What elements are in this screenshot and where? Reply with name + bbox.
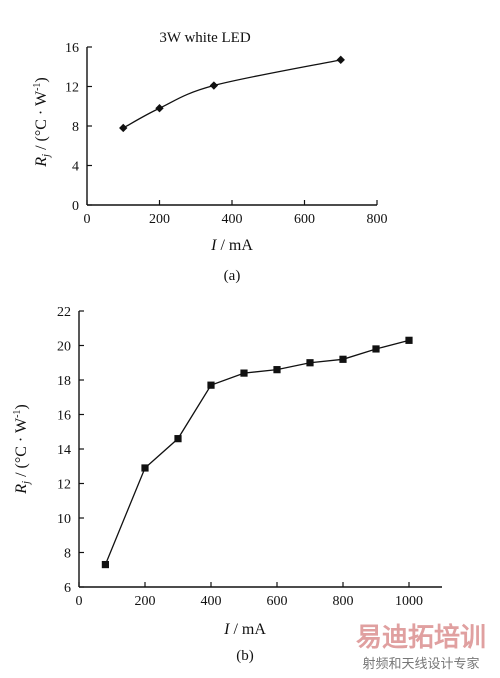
chart-b-x-tick-label: 1000 [395, 594, 423, 609]
chart-a-data-point [119, 123, 128, 133]
chart-a-series [119, 55, 345, 133]
chart-b-y-tick-label: 22 [57, 305, 71, 320]
chart-b-caption: (b) [236, 648, 254, 664]
chart-a-data-point [209, 81, 219, 90]
chart-b-y-tick-label: 12 [57, 478, 71, 493]
chart-a-y-tick-label: 8 [72, 120, 79, 135]
chart-b-y-tick-label: 6 [64, 581, 71, 596]
chart-a-y-tick-label: 12 [65, 81, 79, 96]
chart-b-y-tick-label: 18 [57, 374, 71, 389]
chart-b-x-tick-label: 600 [267, 594, 288, 609]
chart-panel-b: 0 200 400 600 800 1000 6 8 10 12 14 16 18 20 22 I / mA… [12, 305, 442, 664]
watermark: 易迪拓培训 射频和天线设计专家 [356, 623, 486, 672]
chart-a-data-point [155, 104, 164, 113]
chart-a-title: 3W white LED [159, 30, 251, 46]
chart-b-data-point [101, 560, 109, 569]
chart-b-data-point [141, 464, 149, 472]
chart-a-axes: 0 200 400 600 800 0 4 8 12 16 [65, 41, 388, 227]
chart-a-series-line [122, 59, 341, 129]
chart-b-data-point [240, 369, 248, 377]
chart-a-caption: (a) [224, 268, 241, 284]
chart-a-x-tick-label: 0 [84, 212, 91, 227]
chart-a-x-tick-label: 400 [222, 212, 243, 227]
chart-b-x-tick-label: 200 [135, 594, 156, 609]
chart-b-y-tick-label: 14 [57, 443, 71, 458]
chart-a-y-tick-label: 4 [72, 160, 79, 175]
chart-panel-a: 3W white LED 0 200 400 600 800 0 4 8 12 16 I / mA… [32, 30, 388, 284]
chart-b-xlabel: I / mA [223, 621, 266, 638]
chart-b-data-point [174, 435, 182, 443]
chart-b-data-point [306, 359, 314, 367]
chart-b-data-point [207, 381, 215, 389]
chart-b-data-point [339, 355, 347, 363]
chart-a-xlabel: I / mA [210, 237, 253, 254]
chart-a-y-tick-label: 0 [72, 199, 79, 214]
chart-a-x-tick-label: 600 [294, 212, 315, 227]
chart-b-ylabel: Rj / (°C · W-1) [12, 404, 32, 495]
chart-b-y-tick-label: 16 [57, 409, 71, 424]
chart-b-y-tick-label: 20 [57, 340, 71, 355]
chart-b-data-point [273, 366, 281, 374]
chart-a-x-tick-label: 800 [367, 212, 388, 227]
chart-a-y-tick-label: 16 [65, 41, 79, 56]
chart-b-data-point [405, 336, 413, 344]
chart-b-axes: 0 200 400 600 800 1000 6 8 10 12 14 16 18 20 22 [57, 305, 442, 609]
chart-b-series-line [104, 339, 410, 565]
chart-b-x-tick-label: 0 [76, 594, 83, 609]
chart-b-x-tick-label: 400 [201, 594, 222, 609]
chart-b-y-tick-label: 10 [57, 512, 71, 527]
chart-b-y-tick-label: 8 [64, 547, 71, 562]
chart-b-series [101, 336, 413, 569]
chart-a-data-point [336, 55, 345, 65]
chart-b-data-point [372, 345, 380, 353]
chart-a-ylabel: Rj / (°C · W-1) [32, 77, 52, 168]
watermark-main: 易迪拓培训 [356, 623, 486, 653]
chart-a-x-tick-label: 200 [149, 212, 170, 227]
chart-b-x-tick-label: 800 [333, 594, 354, 609]
watermark-sub: 射频和天线设计专家 [362, 656, 479, 672]
